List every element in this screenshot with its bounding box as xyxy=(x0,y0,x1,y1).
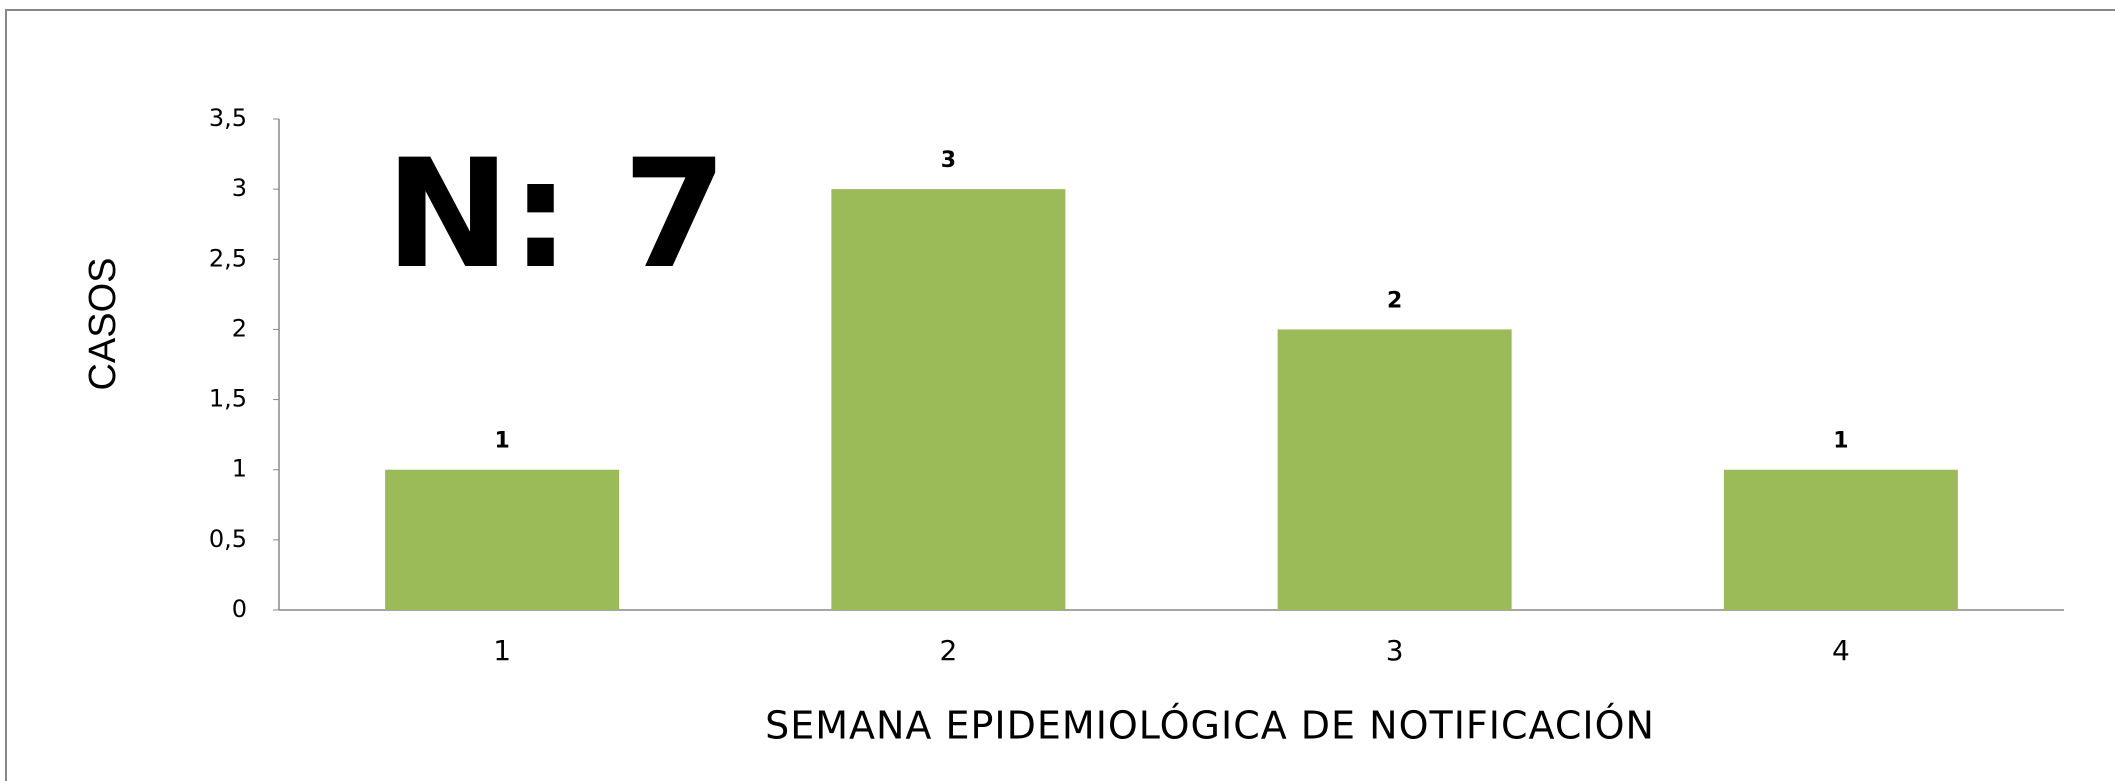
bar xyxy=(831,189,1066,610)
y-tick-label: 3,5 xyxy=(209,104,247,132)
x-tick-label: 4 xyxy=(1832,634,1850,667)
value-label: 1 xyxy=(494,429,509,454)
bar xyxy=(385,469,620,610)
x-tick-label: 1 xyxy=(493,634,511,667)
y-tick-label: 1,5 xyxy=(209,385,247,413)
frame xyxy=(5,9,2115,781)
y-axis-title: CASOS xyxy=(82,257,124,390)
y-tick-label: 3 xyxy=(232,174,247,202)
x-tick-label: 3 xyxy=(1386,634,1404,667)
y-tick-label: 2 xyxy=(232,314,247,342)
value-label: 3 xyxy=(941,148,956,173)
x-axis-title: SEMANA EPIDEMIOLÓGICA DE NOTIFICACIÓN xyxy=(765,704,1655,748)
bar xyxy=(1723,469,1958,610)
x-tick-label: 2 xyxy=(939,634,957,667)
y-tick-label: 2,5 xyxy=(209,244,247,272)
bar xyxy=(1277,329,1512,610)
value-label: 1 xyxy=(1833,429,1848,454)
value-label: 2 xyxy=(1387,288,1402,313)
y-tick-label: 0,5 xyxy=(209,525,247,553)
y-tick-label: 0 xyxy=(232,595,247,623)
annotation: N: 7 xyxy=(385,128,727,302)
y-tick-label: 1 xyxy=(232,455,247,483)
